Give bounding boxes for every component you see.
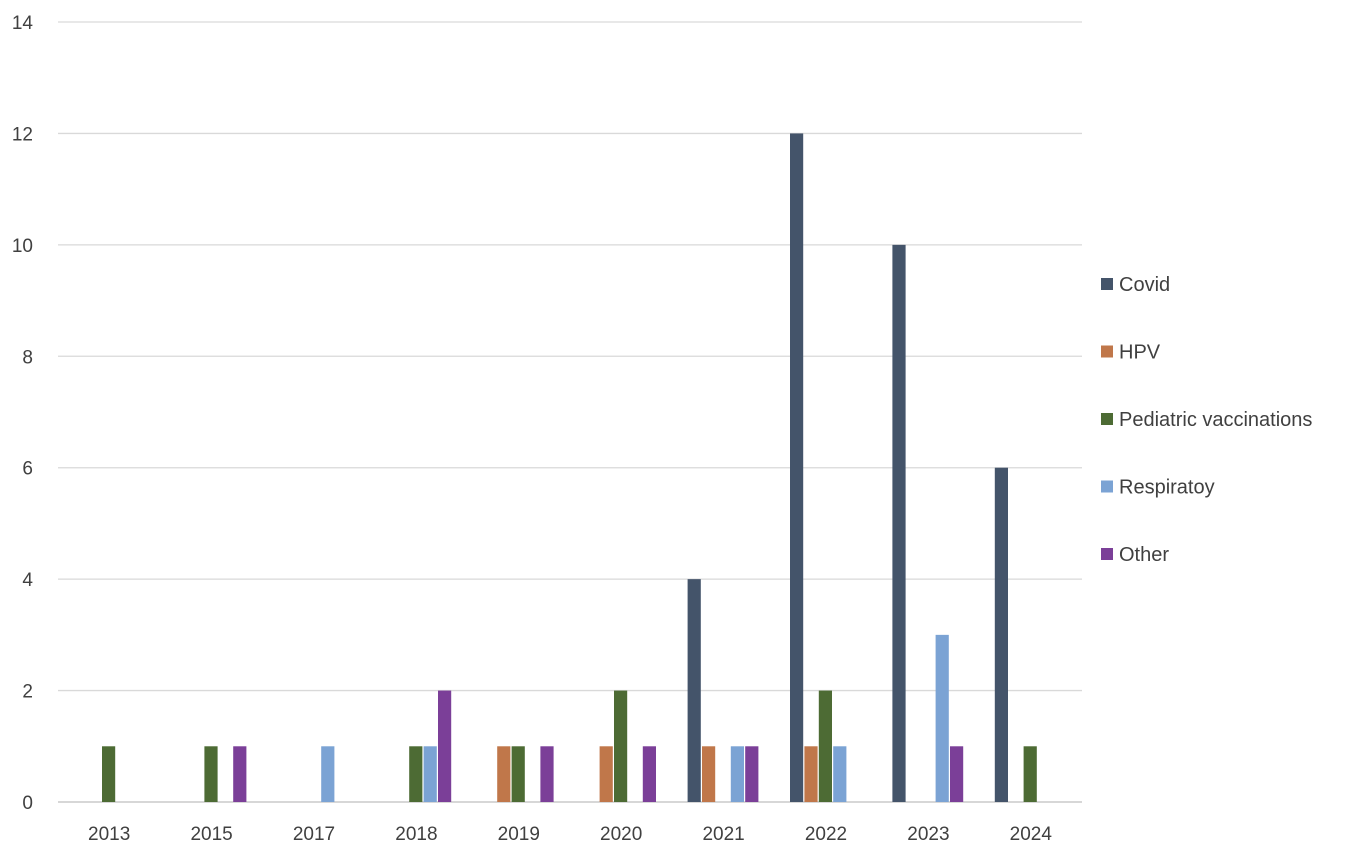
y-tick-label-10: 10 [12,236,33,257]
bar-hpv-2022 [804,746,818,802]
x-tick-label-2023: 2023 [907,824,949,845]
bar-other-2015 [233,746,247,802]
bar-other-2018 [438,690,452,802]
legend-swatch [1101,413,1113,425]
bar-hpv-2019 [497,746,511,802]
y-tick-label-2: 2 [22,682,33,703]
legend-swatch [1101,548,1113,560]
legend-swatch [1101,480,1113,493]
legend-label: Covid [1119,274,1170,296]
x-tick-label-2022: 2022 [805,824,847,845]
x-tick-label-2024: 2024 [1010,824,1053,845]
bar-hpv-2021 [702,746,716,802]
bar-covid-2022 [790,133,804,802]
bars [102,133,1037,803]
x-tick-label-2018: 2018 [395,824,437,845]
bar-other-2023 [950,746,964,802]
y-tick-label-8: 8 [22,347,33,368]
bar-respiratoy-2023 [935,634,949,802]
y-axis-ticks: 0 2 4 6 8 10 12 14 [12,13,34,814]
bar-other-2019 [540,746,554,802]
legend-label: HPV [1119,342,1161,364]
legend-swatch [1101,278,1113,290]
bar-other-2020 [642,746,656,802]
bar-other-2021 [745,746,759,802]
x-axis-ticks: 2013 2015 2017 2018 2019 2020 2021 2022 2023 2024 [88,824,1052,845]
x-tick-label-2013: 2013 [88,824,130,845]
bar-covid-2021 [687,579,701,802]
legend-label: Respiratoy [1119,477,1215,499]
gridlines [58,21,1082,803]
bar-covid-2023 [892,244,906,803]
bar-pediatric-vaccinations-2024 [1023,746,1037,802]
legend-item-covid: Covid [1101,274,1170,296]
legend-item-pediatric-vaccinations: Pediatric vaccinations [1101,409,1312,431]
bar-respiratoy-2022 [833,746,847,802]
legend-item-hpv: HPV [1101,342,1161,364]
legend-swatch [1101,345,1113,358]
bar-covid-2024 [994,467,1008,802]
legend: Covid HPV Pediatric vaccinations Respiratoy… [1101,274,1312,566]
y-tick-label-6: 6 [22,459,33,480]
bar-pediatric-vaccinations-2013 [102,746,116,802]
bar-respiratoy-2021 [730,746,744,802]
x-tick-label-2017: 2017 [293,824,335,845]
bar-pediatric-vaccinations-2015 [204,746,218,802]
x-tick-label-2019: 2019 [498,824,540,845]
bar-pediatric-vaccinations-2022 [818,690,832,802]
y-tick-label-0: 0 [22,793,33,814]
x-tick-label-2021: 2021 [702,824,744,845]
bar-pediatric-vaccinations-2018 [409,746,423,802]
legend-label: Other [1119,544,1169,566]
y-tick-label-4: 4 [22,570,33,591]
x-tick-label-2015: 2015 [190,824,232,845]
bar-respiratoy-2018 [423,746,437,802]
bar-pediatric-vaccinations-2019 [511,746,525,802]
bar-respiratoy-2017 [321,746,335,802]
y-tick-label-14: 14 [12,13,34,34]
x-tick-label-2020: 2020 [600,824,642,845]
y-tick-label-12: 12 [12,124,33,145]
legend-item-respiratoy: Respiratoy [1101,477,1215,499]
legend-label: Pediatric vaccinations [1119,409,1312,431]
bar-hpv-2020 [599,746,613,802]
legend-item-other: Other [1101,544,1169,566]
bar-pediatric-vaccinations-2020 [614,690,628,802]
